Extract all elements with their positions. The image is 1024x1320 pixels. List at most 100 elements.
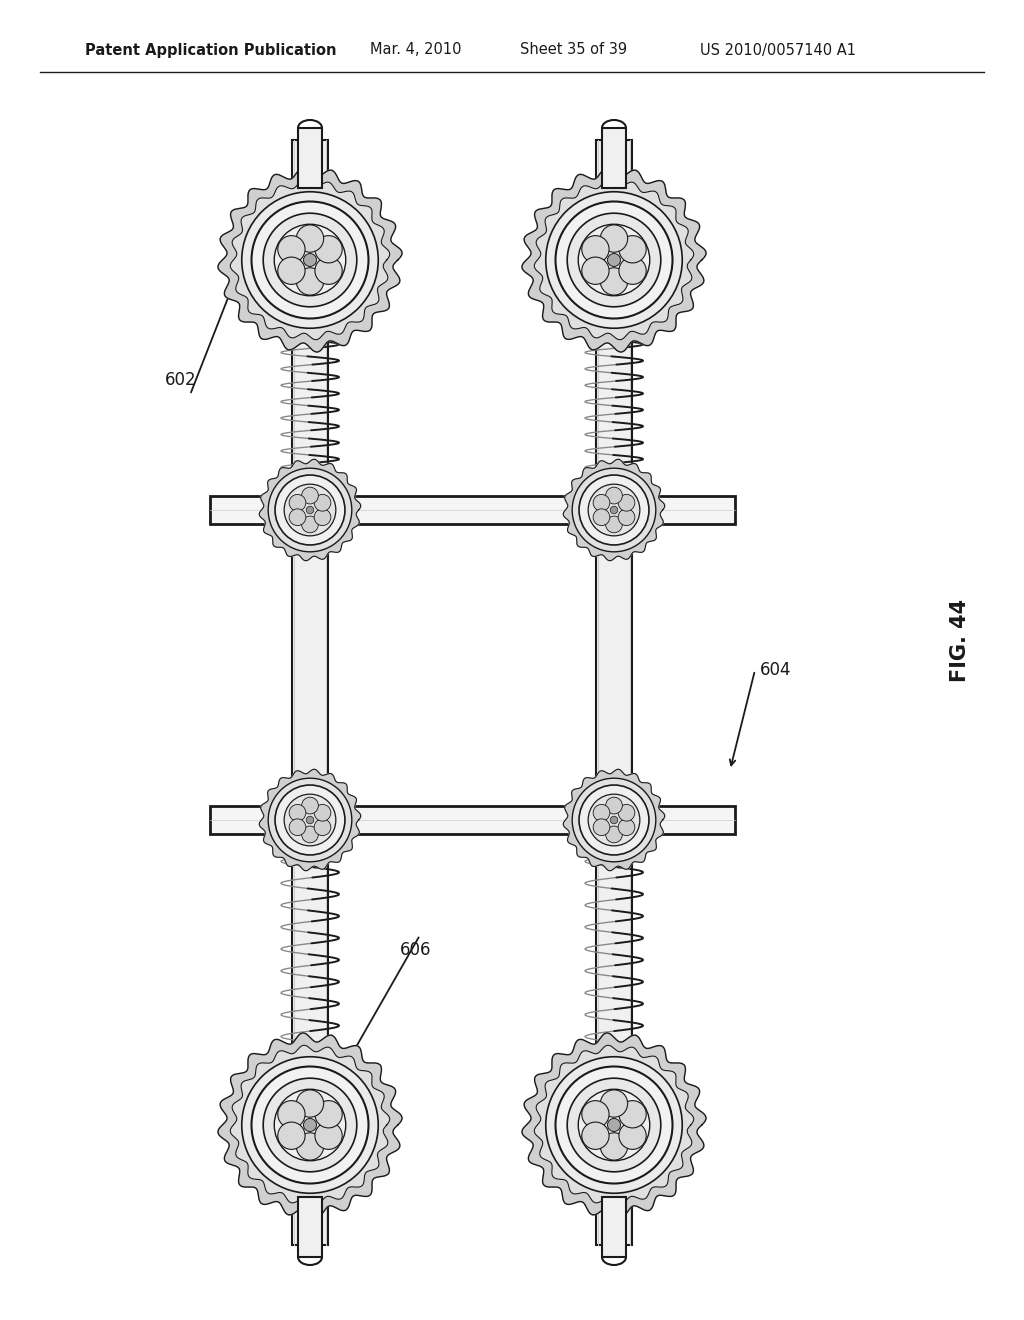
- Bar: [298, 128, 322, 187]
- Circle shape: [315, 257, 342, 284]
- Polygon shape: [218, 1034, 402, 1217]
- Bar: [294, 478, 326, 496]
- Circle shape: [610, 816, 617, 824]
- Circle shape: [252, 202, 369, 318]
- Polygon shape: [218, 168, 402, 352]
- Circle shape: [289, 510, 306, 525]
- Bar: [605, 183, 623, 203]
- Circle shape: [546, 1057, 682, 1193]
- Polygon shape: [230, 181, 390, 339]
- Bar: [598, 478, 630, 496]
- Circle shape: [579, 224, 650, 296]
- Bar: [369, 1115, 388, 1134]
- Circle shape: [593, 510, 610, 525]
- Bar: [598, 788, 630, 807]
- Text: 606: 606: [400, 941, 431, 960]
- Circle shape: [306, 816, 313, 824]
- Circle shape: [284, 484, 336, 536]
- Bar: [536, 251, 555, 269]
- Circle shape: [579, 785, 649, 855]
- Circle shape: [296, 1133, 324, 1160]
- Bar: [294, 788, 326, 807]
- Polygon shape: [535, 1045, 693, 1205]
- Polygon shape: [259, 459, 360, 561]
- Bar: [536, 1115, 555, 1134]
- Circle shape: [289, 804, 306, 821]
- Circle shape: [314, 510, 331, 525]
- Circle shape: [582, 1122, 609, 1150]
- Bar: [598, 524, 630, 543]
- Bar: [294, 524, 326, 543]
- Circle shape: [302, 826, 318, 842]
- Circle shape: [278, 1122, 305, 1150]
- Polygon shape: [522, 1034, 706, 1217]
- Circle shape: [605, 826, 623, 842]
- Circle shape: [315, 236, 342, 263]
- Circle shape: [289, 495, 306, 511]
- Circle shape: [296, 1090, 324, 1117]
- Circle shape: [600, 224, 628, 252]
- Circle shape: [284, 795, 336, 846]
- Circle shape: [546, 191, 682, 329]
- Circle shape: [303, 1118, 316, 1131]
- Bar: [673, 1115, 692, 1134]
- Bar: [294, 834, 326, 851]
- Bar: [598, 834, 630, 851]
- Text: 604: 604: [760, 661, 792, 678]
- Polygon shape: [563, 770, 665, 871]
- Circle shape: [605, 797, 623, 814]
- Circle shape: [302, 797, 318, 814]
- Circle shape: [268, 469, 352, 552]
- Circle shape: [278, 236, 305, 263]
- Circle shape: [302, 487, 318, 504]
- Circle shape: [296, 224, 324, 252]
- Circle shape: [593, 818, 610, 836]
- Circle shape: [263, 1078, 356, 1172]
- Bar: [605, 1183, 623, 1201]
- Circle shape: [275, 785, 345, 855]
- Polygon shape: [563, 459, 665, 561]
- Bar: [210, 496, 735, 524]
- Bar: [602, 128, 626, 187]
- Circle shape: [242, 1057, 378, 1193]
- Circle shape: [582, 1101, 609, 1127]
- Circle shape: [252, 1067, 369, 1184]
- Circle shape: [618, 510, 635, 525]
- Circle shape: [607, 1118, 621, 1131]
- Circle shape: [618, 1101, 646, 1127]
- Circle shape: [588, 795, 640, 846]
- Circle shape: [555, 202, 673, 318]
- Text: 602: 602: [165, 371, 197, 389]
- Circle shape: [605, 516, 623, 533]
- Circle shape: [268, 779, 352, 862]
- Circle shape: [555, 1067, 673, 1184]
- Circle shape: [588, 484, 640, 536]
- Circle shape: [618, 804, 635, 821]
- Circle shape: [618, 257, 646, 284]
- Circle shape: [274, 1089, 346, 1160]
- Bar: [232, 1115, 252, 1134]
- Text: Patent Application Publication: Patent Application Publication: [85, 42, 337, 58]
- Bar: [301, 1048, 319, 1068]
- Text: FIG. 44: FIG. 44: [950, 598, 970, 681]
- Circle shape: [607, 253, 621, 267]
- Circle shape: [582, 236, 609, 263]
- Circle shape: [572, 779, 655, 862]
- Polygon shape: [259, 770, 360, 871]
- Circle shape: [302, 516, 318, 533]
- Circle shape: [600, 268, 628, 296]
- Bar: [596, 140, 632, 1245]
- Circle shape: [314, 818, 331, 836]
- Text: Sheet 35 of 39: Sheet 35 of 39: [520, 42, 627, 58]
- Bar: [292, 140, 328, 1245]
- Circle shape: [289, 818, 306, 836]
- Circle shape: [306, 506, 313, 513]
- Bar: [298, 1197, 322, 1257]
- Circle shape: [618, 818, 635, 836]
- Circle shape: [572, 469, 655, 552]
- Bar: [369, 251, 388, 269]
- Circle shape: [600, 1090, 628, 1117]
- Circle shape: [278, 1101, 305, 1127]
- Bar: [602, 1197, 626, 1257]
- Bar: [605, 317, 623, 337]
